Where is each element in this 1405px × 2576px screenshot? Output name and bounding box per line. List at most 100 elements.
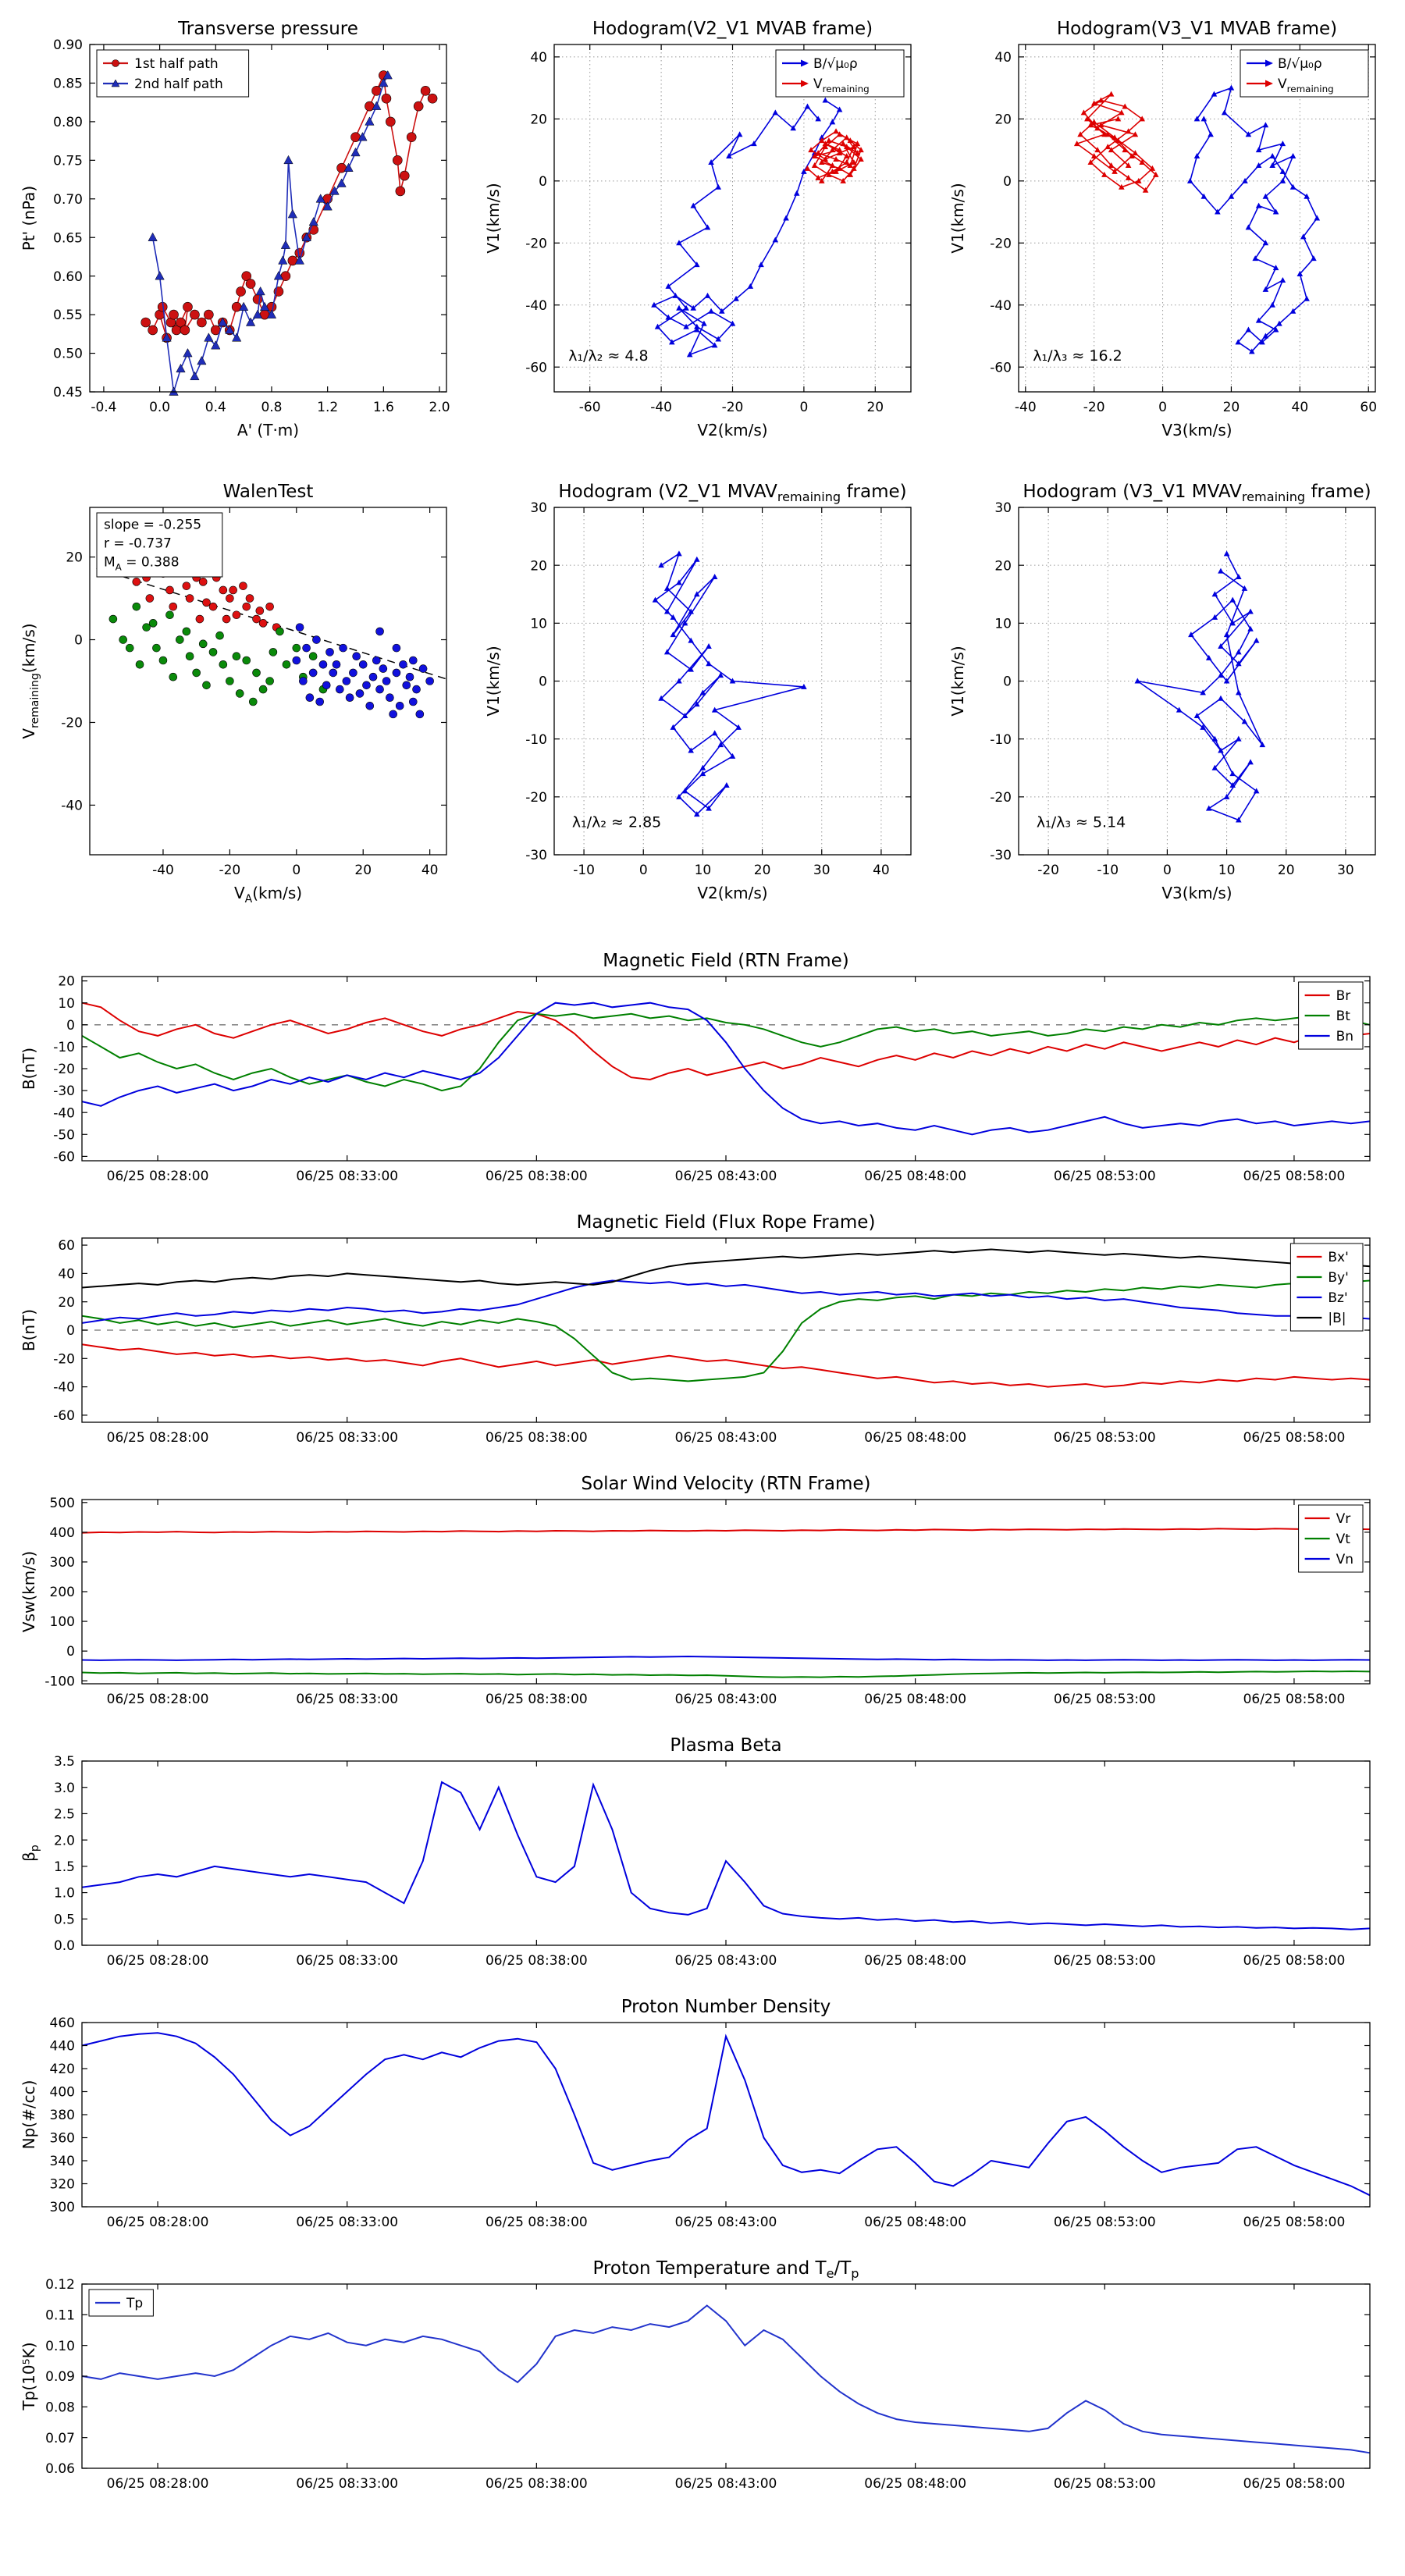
legend-label: B/√μ₀ρ bbox=[1278, 56, 1322, 72]
x-tick-label: 0 bbox=[799, 400, 808, 415]
x-tick-label: 06/25 08:48:00 bbox=[864, 1430, 966, 1446]
y-axis-label: V1(km/s) bbox=[948, 183, 967, 253]
chart-title: Hodogram(V3_V1 MVAB frame) bbox=[1057, 19, 1337, 39]
x-tick-label: -10 bbox=[573, 863, 595, 878]
y-tick-label: 500 bbox=[50, 1496, 75, 1511]
chart-svg: 06/25 08:28:00 06/25 08:33:00 06/25 08:38:… bbox=[20, 1997, 1371, 2230]
y-tick-label: 400 bbox=[50, 2085, 75, 2101]
x-tick-label: 0 bbox=[292, 863, 301, 878]
chart-hodogram-v3v1-mvav-remaining: -20 -10 0 10 20 30 -30 -20 -10 0 10 20 30 Hodogram (V… bbox=[944, 475, 1389, 916]
y-tick-label: 30 bbox=[994, 500, 1012, 516]
x-tick-label: 0 bbox=[1158, 400, 1167, 415]
y-tick-label: 20 bbox=[58, 974, 75, 990]
series-Tp bbox=[81, 2304, 1371, 2454]
annotation: λ₁/λ₂ ≈ 2.85 bbox=[572, 813, 661, 831]
series-markers-V-path bbox=[1134, 550, 1266, 823]
x-tick-label: 06/25 08:43:00 bbox=[675, 1430, 777, 1446]
x-tick-label: 06/25 08:58:00 bbox=[1243, 1430, 1346, 1446]
x-tick-label: -20 bbox=[1083, 400, 1105, 415]
y-tick-label: 0.45 bbox=[53, 385, 83, 400]
x-tick-label: 06/25 08:53:00 bbox=[1054, 1692, 1156, 1707]
legend-label: |B| bbox=[1328, 1311, 1346, 1326]
x-tick-label: -60 bbox=[579, 400, 601, 415]
legend-label: Bx' bbox=[1328, 1250, 1348, 1265]
y-tick-label: 0.85 bbox=[53, 76, 83, 92]
series-By-prime bbox=[81, 1279, 1371, 1382]
x-tick-label: 06/25 08:33:00 bbox=[296, 2215, 398, 2230]
stats-box: slope = -0.255 r = -0.737 MA = 0.388 bbox=[96, 512, 223, 578]
x-tick-label: -40 bbox=[1015, 400, 1037, 415]
x-axis-label: V3(km/s) bbox=[1161, 884, 1232, 902]
y-axis-label: V1(km/s) bbox=[484, 183, 503, 253]
legend-label: 1st half path bbox=[134, 56, 219, 72]
chart-walen-test: -40 -20 0 20 40 -40 -20 0 20 WalenTest VA(km/s) Vre… bbox=[16, 475, 461, 916]
series-Bn bbox=[81, 1002, 1371, 1136]
x-axis-label: V2(km/s) bbox=[697, 884, 767, 902]
axes: 06/25 08:28:00 06/25 08:33:00 06/25 08:38:… bbox=[50, 2016, 1370, 2230]
x-tick-label: 0.0 bbox=[149, 400, 170, 415]
x-tick-label: -20 bbox=[219, 863, 240, 878]
x-tick-label: 06/25 08:28:00 bbox=[107, 1430, 209, 1446]
series-markers-first-half-path bbox=[140, 70, 438, 343]
y-tick-label: -10 bbox=[53, 1040, 75, 1055]
y-tick-label: 30 bbox=[530, 500, 547, 516]
x-tick-label: 10 bbox=[1218, 863, 1236, 878]
x-tick-label: 20 bbox=[354, 863, 372, 878]
x-tick-label: 06/25 08:28:00 bbox=[107, 1692, 209, 1707]
chart-hodogram-v2v1-mvav-remaining: -10 0 10 20 30 40 -30 -20 -10 0 10 20 30 Hodogram (V2… bbox=[480, 475, 925, 916]
y-tick-label: 300 bbox=[50, 1555, 75, 1571]
y-tick-label: -30 bbox=[990, 848, 1012, 863]
x-tick-label: 06/25 08:43:00 bbox=[675, 1953, 777, 1969]
y-tick-label: 0.80 bbox=[53, 115, 83, 130]
y-tick-label: 300 bbox=[50, 2200, 75, 2215]
series-markers-B-path bbox=[651, 97, 843, 358]
x-tick-label: 20 bbox=[754, 863, 771, 878]
x-tick-label: -20 bbox=[722, 400, 744, 415]
chart-title: Hodogram (V2_V1 MVAVremaining frame) bbox=[558, 482, 906, 504]
x-tick-label: 06/25 08:48:00 bbox=[864, 1692, 966, 1707]
chart-title: Proton Temperature and Te/Tp bbox=[592, 2258, 859, 2281]
y-tick-label: 20 bbox=[530, 558, 547, 574]
series-Bx-prime bbox=[81, 1343, 1371, 1388]
stats-line: r = -0.737 bbox=[104, 535, 172, 551]
series-B-magnitude bbox=[81, 1248, 1371, 1289]
x-tick-label: 0 bbox=[1163, 863, 1172, 878]
y-tick-label: -20 bbox=[990, 790, 1012, 806]
y-tick-label: 0 bbox=[539, 674, 547, 690]
legend-label: Bn bbox=[1336, 1029, 1353, 1044]
y-tick-label: 0 bbox=[1003, 174, 1012, 190]
y-tick-label: 10 bbox=[58, 996, 75, 1012]
chart-title: Magnetic Field (RTN Frame) bbox=[603, 951, 849, 971]
x-tick-label: 06/25 08:48:00 bbox=[864, 1953, 966, 1969]
axes: 06/25 08:28:00 06/25 08:33:00 06/25 08:38:… bbox=[45, 2277, 1370, 2492]
x-tick-label: 06/25 08:33:00 bbox=[296, 1953, 398, 1969]
legend: Bx' By' Bz' |B| bbox=[1289, 1243, 1364, 1332]
y-tick-label: 1.0 bbox=[54, 1886, 75, 1902]
x-tick-label: 06/25 08:28:00 bbox=[107, 1169, 209, 1184]
y-tick-label: 20 bbox=[994, 558, 1012, 574]
y-tick-label: 0.11 bbox=[45, 2307, 75, 2323]
chart-title: Plasma Beta bbox=[670, 1735, 781, 1756]
annotation: λ₁/λ₃ ≈ 5.14 bbox=[1037, 813, 1126, 831]
x-tick-label: 06/25 08:53:00 bbox=[1054, 1430, 1156, 1446]
y-tick-label: -60 bbox=[53, 1408, 75, 1424]
x-tick-label: 06/25 08:33:00 bbox=[296, 1692, 398, 1707]
x-tick-label: 06/25 08:43:00 bbox=[675, 2215, 777, 2230]
y-tick-label: -20 bbox=[53, 1062, 75, 1077]
y-tick-label: -30 bbox=[53, 1083, 75, 1099]
y-tick-label: -20 bbox=[61, 716, 83, 731]
legend: Tp bbox=[88, 2289, 154, 2317]
y-tick-label: 40 bbox=[530, 50, 547, 66]
x-tick-label: 60 bbox=[1360, 400, 1377, 415]
series-Np bbox=[81, 2032, 1371, 2197]
chart-title: Hodogram(V2_V1 MVAB frame) bbox=[592, 19, 873, 39]
y-tick-label: 2.5 bbox=[54, 1807, 75, 1823]
y-tick-label: 3.5 bbox=[54, 1754, 75, 1770]
x-tick-label: 40 bbox=[873, 863, 890, 878]
legend-label: Tp bbox=[126, 2296, 143, 2311]
series-markers-V-remaining-path bbox=[804, 128, 864, 183]
y-axis-label: βp bbox=[20, 1845, 41, 1862]
x-tick-label: 0.4 bbox=[205, 400, 226, 415]
x-tick-label: 06/25 08:48:00 bbox=[864, 1169, 966, 1184]
x-tick-label: 30 bbox=[813, 863, 831, 878]
